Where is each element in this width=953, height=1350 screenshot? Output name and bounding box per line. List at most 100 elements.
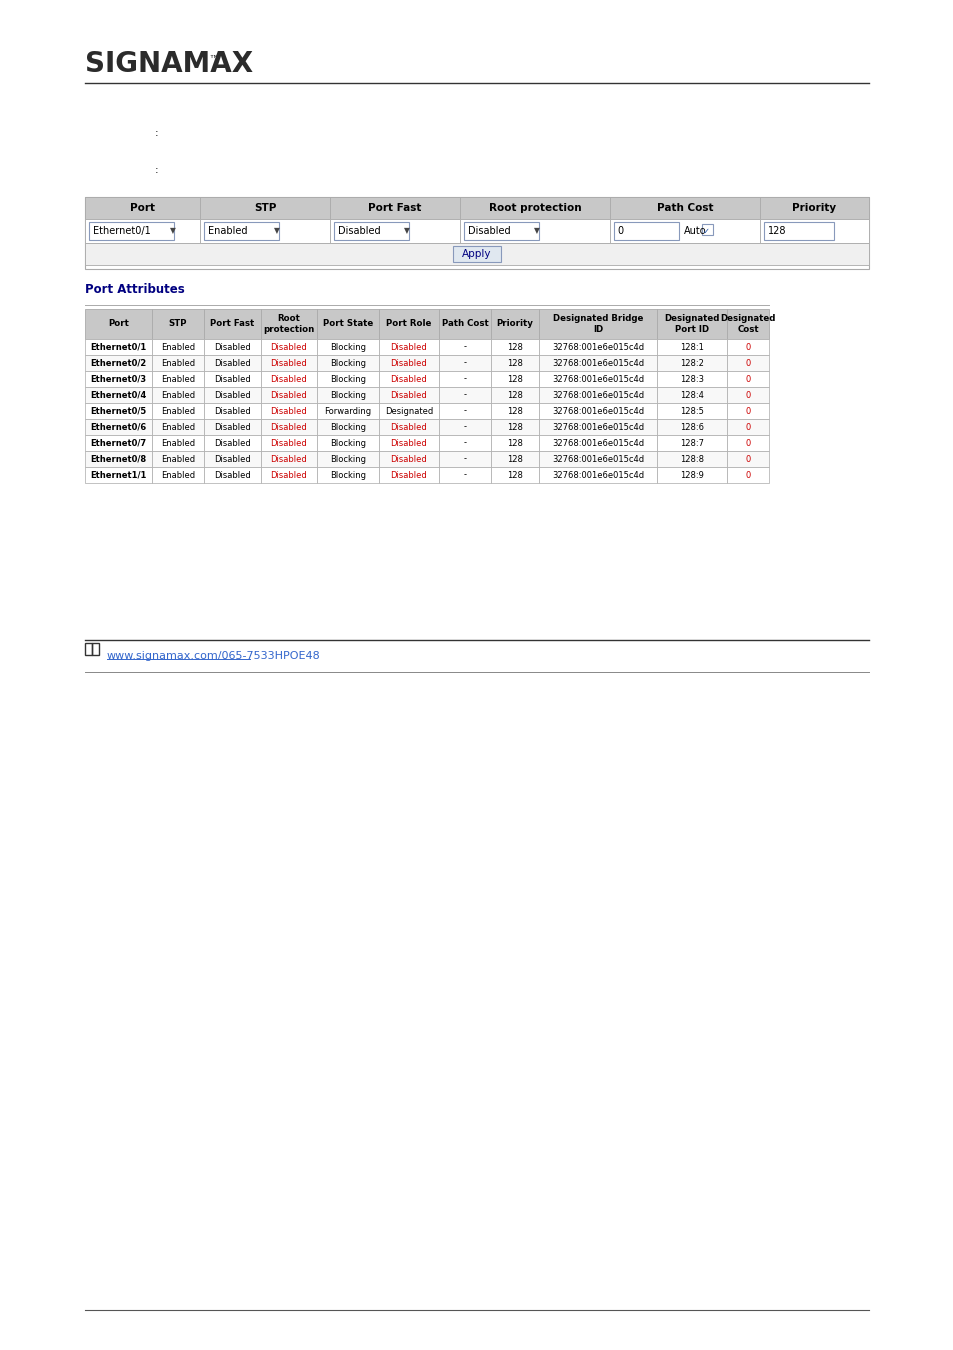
Text: Ethernet0/3: Ethernet0/3 — [91, 374, 147, 383]
Text: Auto: Auto — [683, 225, 706, 236]
Bar — [491, 355, 538, 371]
Text: Port State: Port State — [322, 320, 373, 328]
Bar — [726, 435, 768, 451]
Bar — [204, 371, 261, 387]
Bar — [491, 435, 538, 451]
Bar — [85, 467, 152, 483]
Text: Blocking: Blocking — [330, 343, 366, 351]
Text: Port: Port — [130, 202, 154, 213]
Bar — [657, 467, 726, 483]
Bar — [334, 221, 409, 240]
Text: Disabled: Disabled — [390, 471, 427, 479]
Bar — [438, 451, 491, 467]
Bar — [261, 404, 316, 418]
Text: ▼: ▼ — [534, 227, 539, 235]
Bar — [763, 221, 833, 240]
Bar — [378, 418, 438, 435]
Text: Disabled: Disabled — [213, 439, 251, 447]
Text: www.signamax.com/065-7533HPOE48: www.signamax.com/065-7533HPOE48 — [107, 651, 320, 661]
Bar — [152, 387, 204, 404]
Text: 128: 128 — [507, 471, 522, 479]
Text: Disabled: Disabled — [390, 455, 427, 463]
Text: Enabled: Enabled — [161, 343, 194, 351]
Text: Ethernet0/8: Ethernet0/8 — [91, 455, 147, 463]
Bar — [657, 404, 726, 418]
Bar — [701, 224, 712, 235]
Text: Designated
Cost: Designated Cost — [720, 315, 775, 333]
Text: ™: ™ — [208, 55, 219, 65]
Text: ✓: ✓ — [702, 227, 709, 235]
Text: 0: 0 — [744, 406, 750, 416]
Text: Enabled: Enabled — [161, 423, 194, 432]
Bar — [204, 221, 278, 240]
Bar — [261, 451, 316, 467]
Text: -: - — [463, 439, 466, 447]
Bar — [438, 371, 491, 387]
Text: Disabled: Disabled — [271, 359, 307, 367]
Text: 128: 128 — [507, 439, 522, 447]
Bar — [316, 435, 378, 451]
Text: Disabled: Disabled — [271, 390, 307, 400]
Text: Path Cost: Path Cost — [441, 320, 488, 328]
Text: Disabled: Disabled — [271, 423, 307, 432]
Text: Blocking: Blocking — [330, 471, 366, 479]
Bar — [378, 387, 438, 404]
Text: Path Cost: Path Cost — [656, 202, 713, 213]
Text: 0: 0 — [744, 439, 750, 447]
Bar — [316, 451, 378, 467]
Bar — [726, 355, 768, 371]
Bar — [261, 309, 316, 339]
Bar — [316, 339, 378, 355]
Text: Enabled: Enabled — [161, 406, 194, 416]
Bar — [453, 246, 500, 262]
Text: Priority: Priority — [792, 202, 836, 213]
Text: SIGNAMAX: SIGNAMAX — [85, 50, 253, 78]
Text: -: - — [463, 471, 466, 479]
Text: Ethernet0/1: Ethernet0/1 — [91, 343, 147, 351]
Text: Disabled: Disabled — [213, 359, 251, 367]
Bar — [726, 387, 768, 404]
Text: 32768:001e6e015c4d: 32768:001e6e015c4d — [552, 359, 643, 367]
Bar — [609, 219, 760, 243]
Bar — [378, 371, 438, 387]
Bar — [538, 309, 657, 339]
Text: Disabled: Disabled — [213, 374, 251, 383]
Bar — [152, 339, 204, 355]
Bar — [330, 197, 459, 219]
Text: Enabled: Enabled — [161, 455, 194, 463]
Bar — [438, 339, 491, 355]
Text: Port Role: Port Role — [386, 320, 432, 328]
Bar — [85, 435, 152, 451]
Text: Disabled: Disabled — [213, 471, 251, 479]
Bar — [491, 451, 538, 467]
Text: Enabled: Enabled — [161, 374, 194, 383]
Bar — [726, 467, 768, 483]
Text: Disabled: Disabled — [468, 225, 510, 236]
Text: Disabled: Disabled — [213, 455, 251, 463]
Text: Port Fast: Port Fast — [211, 320, 254, 328]
Bar — [438, 355, 491, 371]
Text: Forwarding: Forwarding — [324, 406, 371, 416]
Text: Root protection: Root protection — [488, 202, 580, 213]
Bar — [89, 221, 173, 240]
Bar — [91, 643, 99, 655]
Bar — [204, 339, 261, 355]
Text: ▼: ▼ — [170, 227, 175, 235]
Text: Blocking: Blocking — [330, 359, 366, 367]
Text: 0: 0 — [744, 343, 750, 351]
Bar — [657, 387, 726, 404]
Text: Disabled: Disabled — [390, 423, 427, 432]
Text: Port Fast: Port Fast — [368, 202, 421, 213]
Bar — [438, 309, 491, 339]
Text: 32768:001e6e015c4d: 32768:001e6e015c4d — [552, 439, 643, 447]
Bar — [261, 371, 316, 387]
Bar — [760, 197, 868, 219]
Bar — [261, 435, 316, 451]
Bar — [204, 435, 261, 451]
Text: Disabled: Disabled — [213, 390, 251, 400]
Bar — [85, 243, 868, 265]
Text: -: - — [463, 455, 466, 463]
Text: Blocking: Blocking — [330, 439, 366, 447]
Bar — [657, 339, 726, 355]
Bar — [85, 355, 152, 371]
